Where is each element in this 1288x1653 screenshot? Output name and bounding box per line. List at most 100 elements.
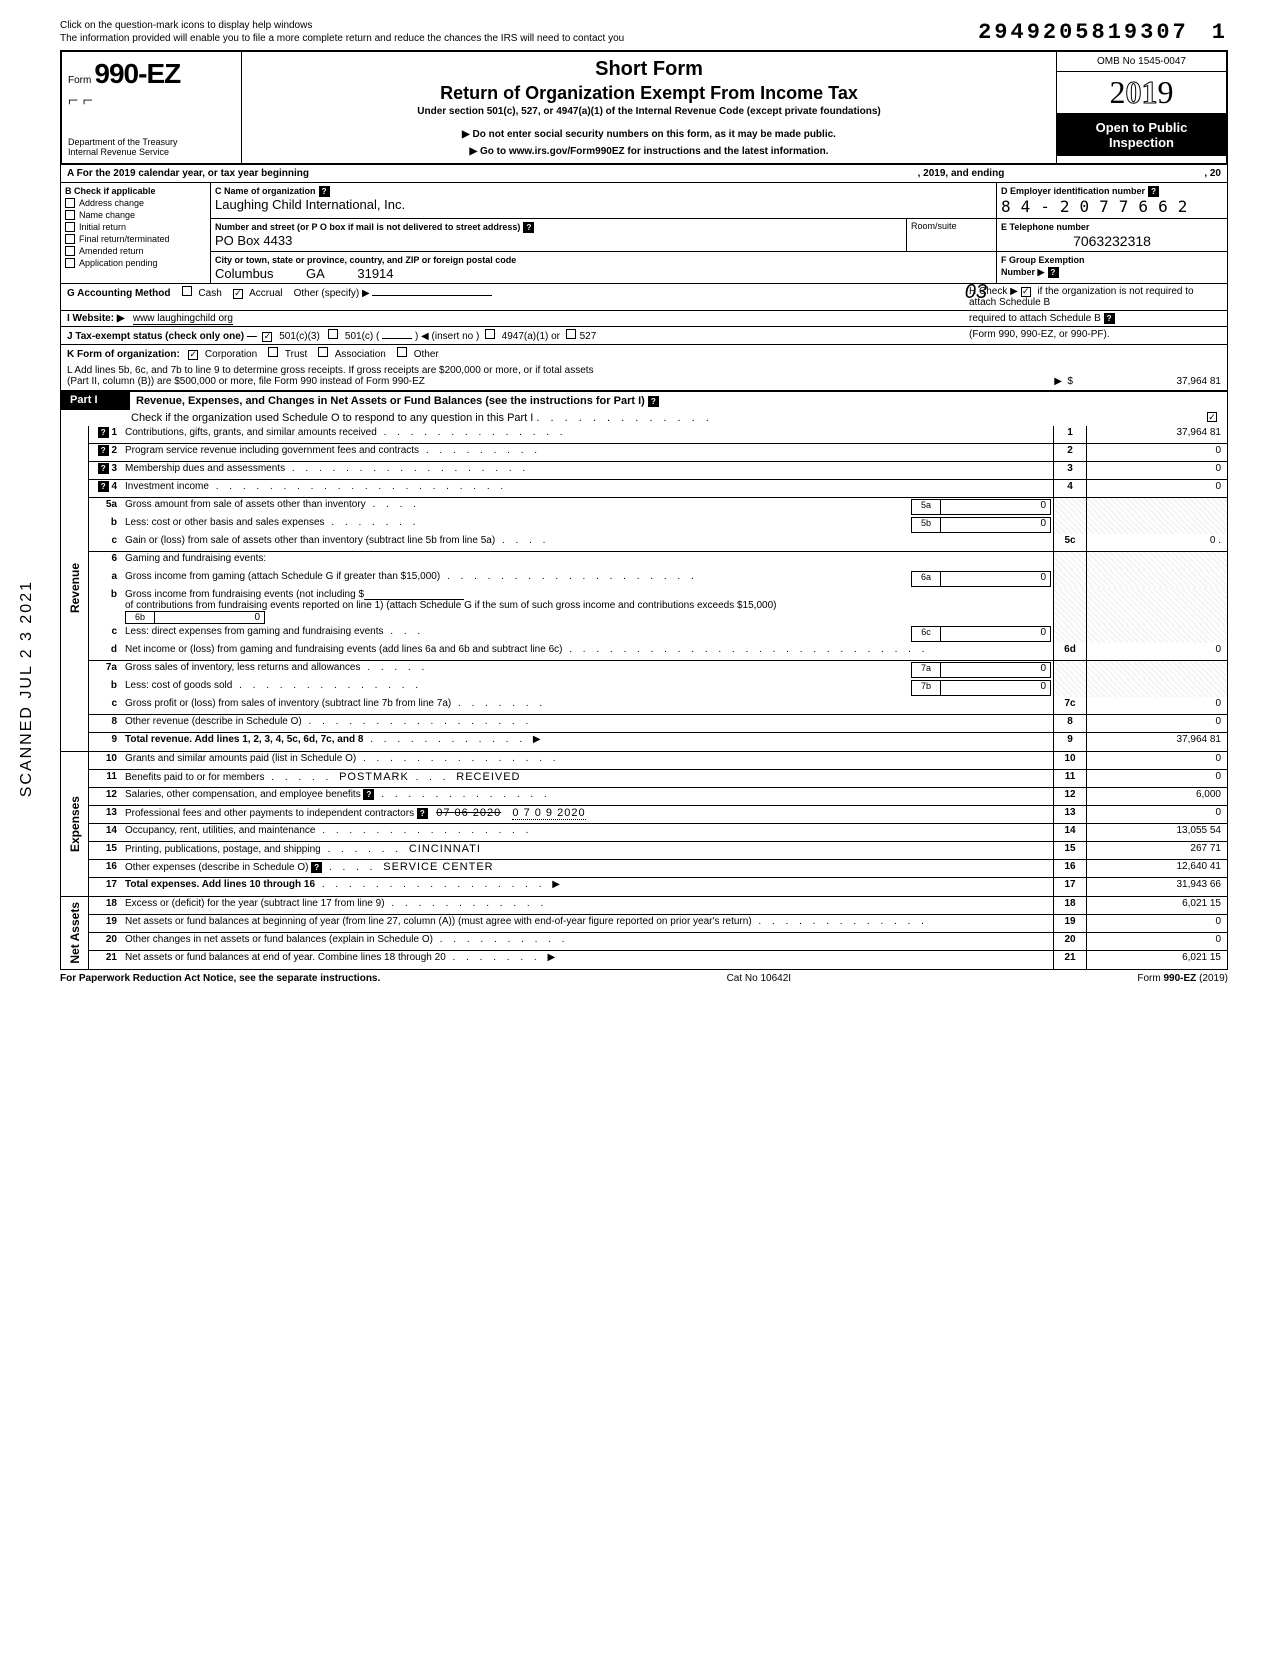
rv: 0 [1087, 715, 1227, 732]
help-icon[interactable]: ? [363, 789, 374, 800]
ld: Gross profit or (loss) from sales of inv… [125, 698, 451, 709]
help-icon[interactable]: ? [98, 463, 109, 474]
help-icon[interactable]: ? [1148, 186, 1159, 197]
ln: 4 [111, 481, 117, 492]
ln: 7a [89, 661, 123, 679]
ln: 8 [89, 715, 123, 732]
rn: 15 [1053, 842, 1087, 859]
chk-accrual[interactable]: ✓ [233, 289, 243, 299]
rv: 0 [1087, 915, 1227, 932]
chk-amended[interactable] [65, 246, 75, 256]
ln: b [89, 679, 123, 697]
help-icon[interactable]: ? [1104, 313, 1115, 324]
chk-initial[interactable] [65, 222, 75, 232]
open-public: Open to Public Inspection [1057, 114, 1226, 156]
ln: 1 [111, 427, 117, 438]
b-title: B Check if applicable [65, 186, 206, 196]
ld: Program service revenue including govern… [125, 445, 419, 456]
help-icon[interactable]: ? [311, 862, 322, 873]
i-label: I Website: ▶ [67, 313, 125, 324]
rn: 9 [1053, 733, 1087, 751]
ln: 14 [89, 824, 123, 841]
chk-trust[interactable] [268, 347, 278, 357]
ld: Gross income from fundraising events (no… [125, 589, 364, 600]
rv: 0 [1087, 933, 1227, 950]
chk-h[interactable]: ✓ [1021, 287, 1031, 297]
ln: 9 [89, 733, 123, 751]
chk-501c[interactable] [328, 329, 338, 339]
rows-g-to-k: G Accounting Method Cash ✓ Accrual Other… [60, 284, 1228, 362]
phone: 7063232318 [1001, 233, 1223, 249]
j-527: 527 [580, 331, 597, 342]
rv: 31,943 66 [1087, 878, 1227, 896]
ln: c [89, 534, 123, 551]
ld: Gaming and fundraising events: [123, 552, 1053, 570]
ein: 84-2077662 [1001, 197, 1223, 216]
ln: 16 [89, 860, 123, 877]
ld: Net assets or fund balances at beginning… [125, 916, 752, 927]
mn: 6c [911, 626, 941, 642]
rv: 0 [1087, 643, 1227, 660]
chk-pending[interactable] [65, 258, 75, 268]
rn: 12 [1053, 788, 1087, 805]
ld: Net assets or fund balances at end of ye… [125, 952, 446, 963]
chk-kother[interactable] [397, 347, 407, 357]
ln: 2 [111, 445, 117, 456]
rv: 0 [1087, 770, 1227, 787]
chk-corp[interactable]: ✓ [188, 350, 198, 360]
part1-check: Check if the organization used Schedule … [60, 410, 1228, 426]
help-icon[interactable]: ? [98, 445, 109, 456]
rv: 0 [1087, 806, 1227, 823]
vlabel-expenses: Expenses [66, 792, 84, 856]
rn: 18 [1053, 897, 1087, 914]
rn: 6d [1053, 643, 1087, 660]
chk-address[interactable] [65, 198, 75, 208]
ld: Excess or (deficit) for the year (subtra… [125, 898, 385, 909]
mv: 0 [941, 517, 1051, 533]
b-opt-1: Name change [79, 210, 135, 220]
chk-4947[interactable] [485, 329, 495, 339]
rn: 17 [1053, 878, 1087, 896]
chk-name[interactable] [65, 210, 75, 220]
ld: Other expenses (describe in Schedule O) [125, 862, 308, 873]
mv: 0 [155, 611, 265, 624]
chk-501c3[interactable]: ✓ [262, 332, 272, 342]
rn: 16 [1053, 860, 1087, 877]
rn: 3 [1053, 462, 1087, 479]
g-other: Other (specify) ▶ [294, 288, 370, 299]
mv: 0 [941, 662, 1051, 678]
netassets-section: Net Assets 18 Excess or (deficit) for th… [60, 897, 1228, 970]
b-opt-3: Final return/terminated [79, 234, 170, 244]
open2: Inspection [1061, 135, 1222, 150]
ld: Printing, publications, postage, and shi… [125, 844, 321, 855]
k-assoc: Association [335, 349, 386, 360]
help-icon[interactable]: ? [319, 186, 330, 197]
chk-assoc[interactable] [318, 347, 328, 357]
help-icon[interactable]: ? [1048, 267, 1059, 278]
rv: 0 [1087, 462, 1227, 479]
stamp-date2: 0 7 0 9 2020 [512, 807, 585, 820]
help-icon[interactable]: ? [98, 427, 109, 438]
chk-final[interactable] [65, 234, 75, 244]
help-icon[interactable]: ? [417, 808, 428, 819]
street: PO Box 4433 [215, 233, 902, 248]
expenses-section: Expenses 10 Grants and similar amounts p… [60, 752, 1228, 897]
chk-schedule-o[interactable]: ✓ [1207, 412, 1217, 422]
vlabel-netassets: Net Assets [66, 898, 84, 968]
d-label: D Employer identification number [1001, 186, 1145, 196]
help-icon[interactable]: ? [98, 481, 109, 492]
part1-title: Revenue, Expenses, and Changes in Net As… [136, 395, 645, 407]
mn: 7b [911, 680, 941, 696]
ld: Salaries, other compensation, and employ… [125, 789, 361, 800]
rv: 0 [1087, 444, 1227, 461]
chk-527[interactable] [566, 329, 576, 339]
help-icon[interactable]: ? [523, 222, 534, 233]
row-a: A For the 2019 calendar year, or tax yea… [60, 165, 1228, 183]
ln: b [89, 516, 123, 534]
chk-cash[interactable] [182, 286, 192, 296]
mn: 6b [125, 611, 155, 624]
ld: Gross amount from sale of assets other t… [125, 499, 366, 510]
help-icon[interactable]: ? [648, 396, 659, 407]
ld: Benefits paid to or for members [125, 772, 265, 783]
rv: 6,000 [1087, 788, 1227, 805]
